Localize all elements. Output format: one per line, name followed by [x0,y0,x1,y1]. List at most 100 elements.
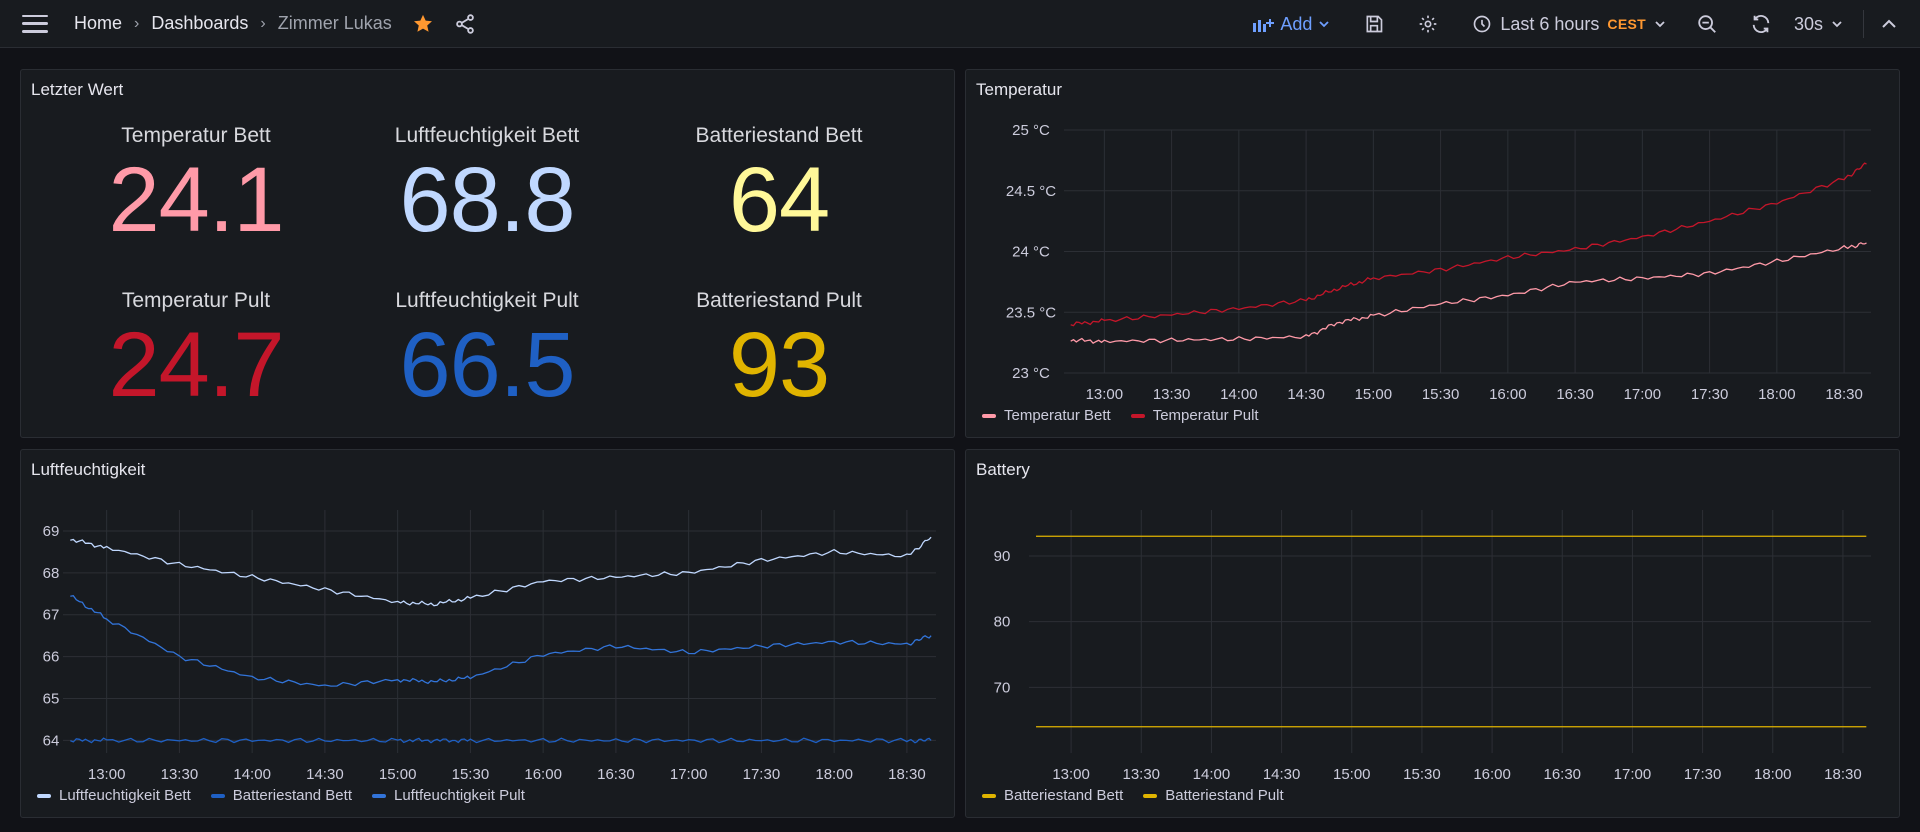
x-tick-label: 18:00 [1754,766,1792,783]
chart-legend: Temperatur Bett Temperatur Pult [982,407,1259,424]
stat-batteriestand-bett: Batteriestand Bett 64 [649,124,909,246]
legend-swatch [210,793,225,798]
panel-title[interactable]: Letzter Wert [31,80,124,99]
time-range-picker[interactable]: Last 6 hours CEST [1472,14,1666,35]
y-tick-label: 23.5 °C [1006,304,1056,321]
legend-item[interactable]: Batteriestand Bett [982,787,1123,804]
stat-value: 93 [728,314,830,416]
legend-swatch [982,793,996,798]
legend-label: Batteriestand Bett [232,787,352,804]
x-tick-label: 17:00 [1614,766,1652,783]
legend-item[interactable]: Luftfeuchtigkeit Pult [372,787,525,804]
save-icon[interactable] [1364,14,1384,34]
x-tick-label: 17:30 [1684,766,1722,783]
legend-item[interactable]: Luftfeuchtigkeit Bett [37,787,191,804]
y-tick-label: 65 [43,691,60,708]
refresh-icon[interactable] [1750,13,1772,35]
breadcrumb-dashboards[interactable]: Dashboards [151,13,249,33]
x-tick-label: 13:00 [88,766,126,783]
y-tick-label: 80 [994,614,1011,631]
chevron-right-icon: › [134,14,140,32]
y-tick-label: 64 [43,732,60,749]
x-tick-label: 18:00 [1758,386,1796,403]
y-tick-label: 69 [43,523,60,540]
series-line [1070,242,1867,345]
x-tick-label: 16:00 [1489,386,1527,403]
y-tick-label: 66 [43,649,60,666]
x-tick-label: 17:30 [1691,386,1729,403]
star-icon[interactable] [412,13,434,35]
legend-label: Batteriestand Bett [1004,787,1124,804]
x-tick-label: 13:00 [1052,766,1090,783]
menu-icon[interactable] [22,14,48,33]
chart-legend: Batteriestand Bett Batteriestand Pult [982,787,1284,804]
legend-swatch [1143,793,1158,798]
legend-item[interactable]: Batteriestand Bett [210,787,352,804]
x-tick-label: 13:00 [1086,386,1124,403]
panel-title[interactable]: Battery [976,460,1030,479]
panel-title[interactable]: Temperatur [976,80,1062,99]
y-tick-label: 25 °C [1012,122,1050,139]
series-line [70,594,932,687]
breadcrumb-home[interactable]: Home [74,13,123,33]
legend-item[interactable]: Temperatur Pult [1130,407,1259,424]
stat-batteriestand-pult: Batteriestand Pult 93 [649,289,909,411]
panel-luftfeuchtigkeit: Luftfeuchtigkeit 64 65 66 67 68 69 13:00 13:30 1… [20,449,955,818]
top-navbar: Home › Dashboards › Zimmer Lukas Add Las… [0,0,1920,48]
share-icon[interactable] [454,13,476,35]
stat-temperatur-bett: Temperatur Bett 24.1 [66,124,326,246]
legend-swatch [372,793,386,798]
toolbar: Add Last 6 hours CEST 30s [1252,0,1920,48]
stat-label: Luftfeuchtigkeit Bett [394,124,580,147]
x-tick-label: 16:30 [1556,386,1594,403]
time-range-label: Last 6 hours [1500,13,1600,34]
chart-legend: Luftfeuchtigkeit Bett Batteriestand Bett L… [37,787,525,804]
chevron-down-icon [1832,21,1842,28]
stat-label: Luftfeuchtigkeit Pult [395,289,579,312]
legend-label: Luftfeuchtigkeit Pult [394,787,525,804]
x-tick-label: 15:00 [1333,766,1371,783]
y-tick-label: 24 °C [1012,244,1050,261]
y-tick-label: 24.5 °C [1006,183,1056,200]
x-tick-label: 18:00 [815,766,853,783]
series-line [70,536,932,607]
stat-luftfeuchtigkeit-bett: Luftfeuchtigkeit Bett 68.8 [357,124,617,246]
panel-battery: Battery 70 80 90 13:00 13:30 14:00 14:30 15:00 1… [965,449,1900,818]
series-line [1070,162,1867,327]
timezone-badge: CEST [1607,16,1646,32]
chevron-up-icon[interactable] [1880,15,1898,33]
x-tick-label: 15:30 [1403,766,1441,783]
legend-label: Temperatur Bett [1004,407,1111,424]
y-tick-label: 23 °C [1012,365,1050,382]
legend-swatch [982,413,996,418]
x-tick-label: 14:00 [1193,766,1231,783]
toolbar-divider [1863,10,1864,38]
x-tick-label: 18:30 [1824,766,1862,783]
x-tick-label: 17:30 [743,766,781,783]
breadcrumb: Home › Dashboards › Zimmer Lukas [0,13,476,35]
stat-label: Temperatur Pult [121,289,271,312]
add-label: Add [1280,13,1313,34]
x-tick-label: 18:30 [1825,386,1863,403]
zoom-out-icon[interactable] [1696,13,1718,35]
chevron-down-icon [1319,21,1329,28]
x-tick-label: 17:00 [670,766,708,783]
y-tick-label: 68 [43,565,60,582]
refresh-interval-picker[interactable]: 30s [1794,14,1843,35]
series-line [70,737,932,744]
x-tick-label: 15:30 [452,766,490,783]
legend-item[interactable]: Batteriestand Pult [1143,787,1284,804]
stat-temperatur-pult: Temperatur Pult 24.7 [66,289,326,411]
panel-title[interactable]: Luftfeuchtigkeit [31,460,146,479]
x-tick-label: 13:30 [161,766,199,783]
stat-luftfeuchtigkeit-pult: Luftfeuchtigkeit Pult 66.5 [357,289,617,411]
battery-chart: 70 80 90 13:00 13:30 14:00 14:30 15:00 15:30 16:0… [994,510,1871,783]
y-tick-label: 67 [43,607,60,624]
add-panel-button[interactable]: Add [1252,14,1330,35]
x-tick-label: 16:00 [524,766,562,783]
x-tick-label: 15:00 [379,766,417,783]
settings-gear-icon[interactable] [1418,14,1438,34]
legend-item[interactable]: Temperatur Bett [982,407,1111,424]
stat-value: 24.1 [108,149,284,251]
y-tick-label: 90 [994,548,1011,565]
